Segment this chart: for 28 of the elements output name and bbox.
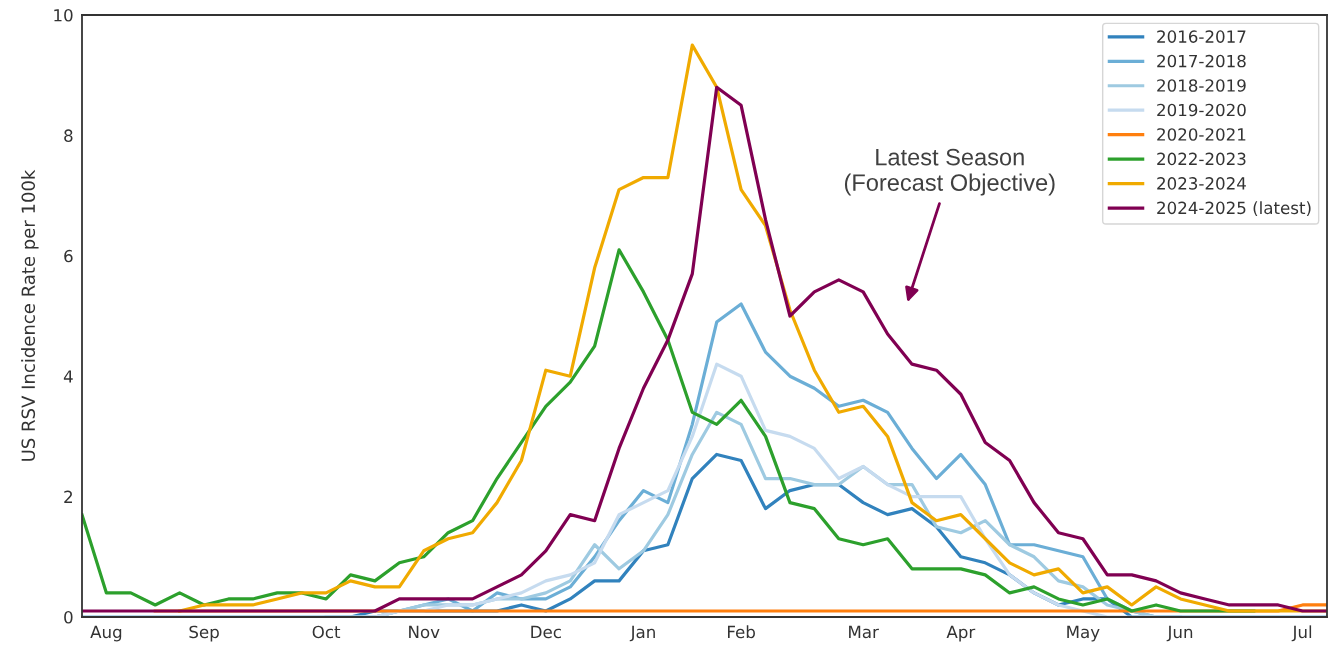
x-tick-label: May bbox=[1067, 625, 1100, 642]
x-tick-label: Dec bbox=[531, 625, 561, 639]
legend-label: 2019-2020 bbox=[1157, 103, 1246, 117]
legend-label: 2018-2019 bbox=[1157, 79, 1246, 92]
legend-label: 2017-2018 bbox=[1157, 54, 1246, 68]
legend-label: 2022-2023 bbox=[1157, 152, 1246, 166]
legend-label: 2020-2021 bbox=[1157, 128, 1246, 141]
x-tick-label: Apr bbox=[946, 625, 976, 642]
y-tick-label: 4 bbox=[63, 370, 73, 383]
x-tick-label: Jul bbox=[1291, 625, 1312, 642]
y-tick-label: 6 bbox=[64, 249, 73, 263]
x-tick-label: Nov bbox=[409, 625, 440, 639]
x-tick-label: Jun bbox=[1166, 625, 1193, 642]
x-tick-label: Oct bbox=[312, 625, 341, 639]
x-tick-label: Aug bbox=[90, 625, 122, 642]
x-tick-label: Mar bbox=[849, 625, 879, 639]
y-tick-label: 2 bbox=[64, 490, 72, 503]
y-tick-label: 10 bbox=[54, 8, 73, 22]
legend-label: 2023-2024 bbox=[1157, 177, 1246, 190]
legend-label: 2016-2017 bbox=[1157, 30, 1246, 43]
x-tick-label: Jan bbox=[629, 625, 655, 642]
y-tick-label: 8 bbox=[64, 129, 73, 142]
x-tick-label: Feb bbox=[728, 625, 755, 639]
x-tick-label: Sep bbox=[189, 625, 219, 642]
legend-label: 2024-2025 (latest) bbox=[1157, 201, 1311, 217]
y-tick-label: 0 bbox=[64, 610, 73, 624]
annotation: Latest Season (Forecast Objective) bbox=[844, 148, 1055, 196]
y-axis-title: US RSV Incidence Rate per 100k bbox=[21, 169, 39, 461]
